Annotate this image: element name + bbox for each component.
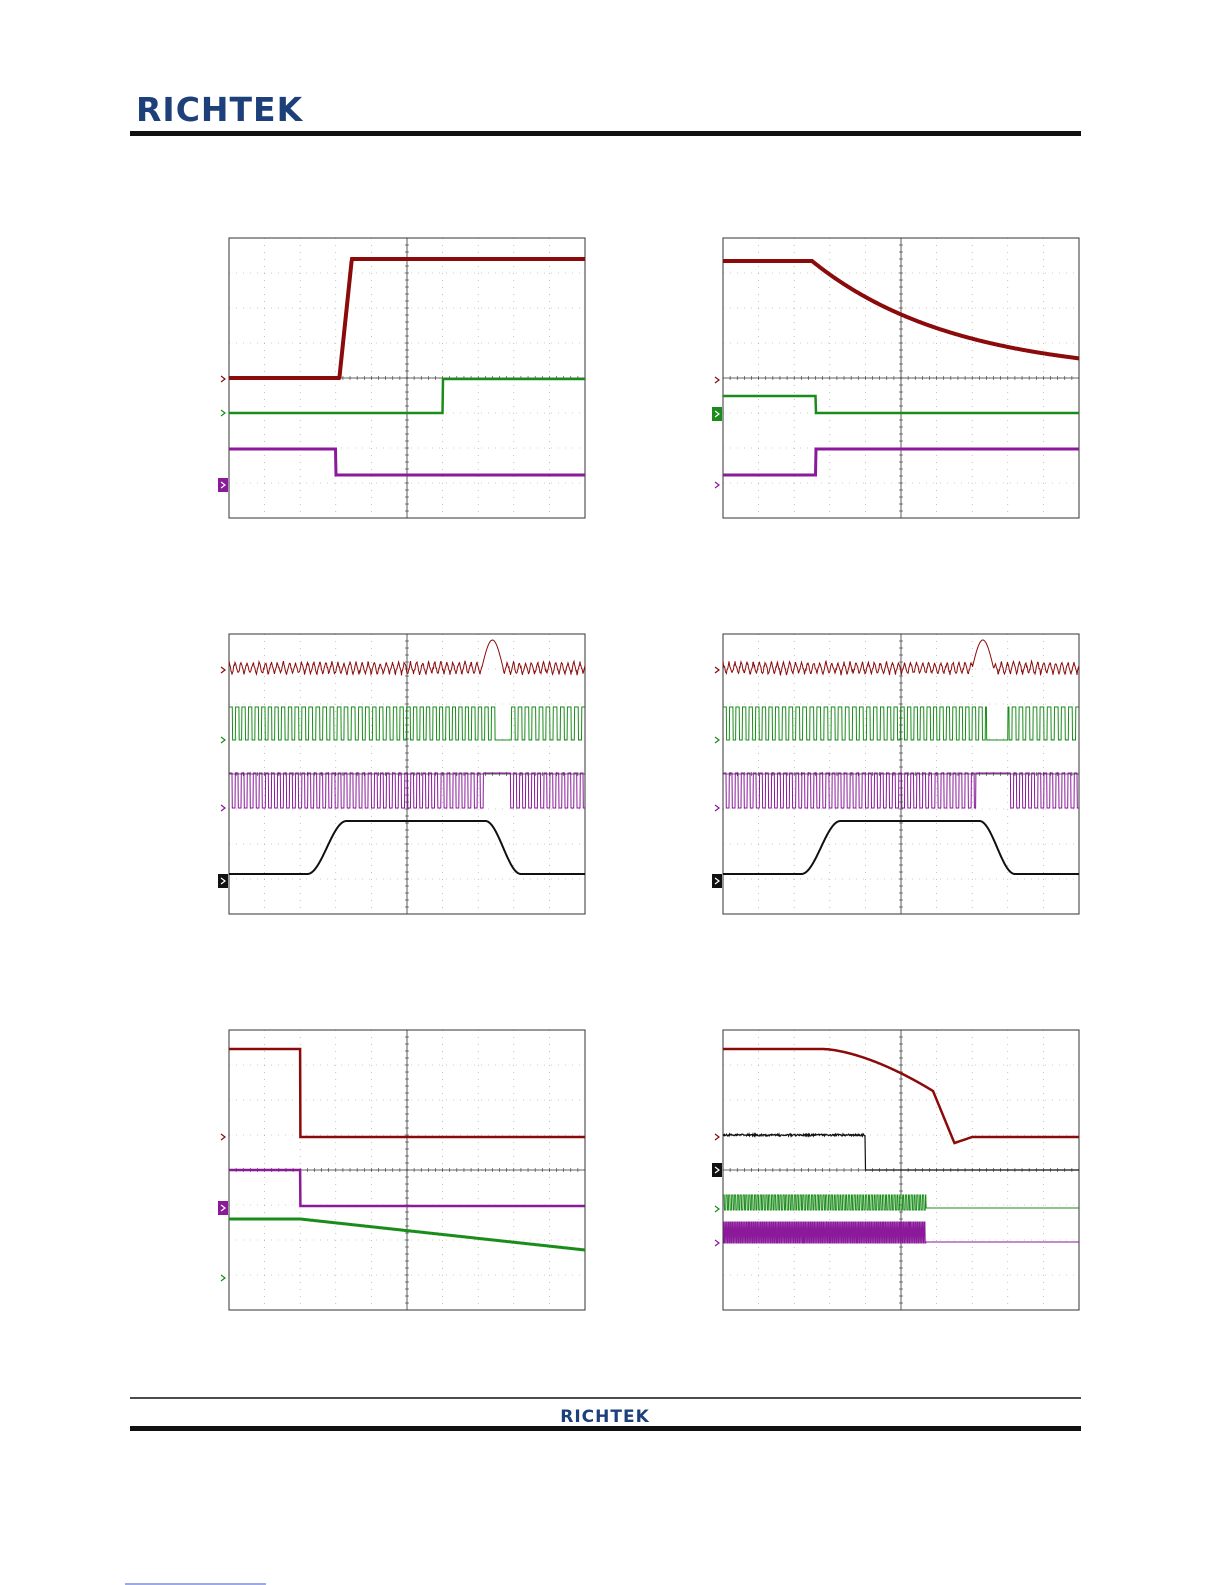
trace-green xyxy=(723,1195,1079,1210)
page: {"header": {"logo": "RICHTEK"}, "footer"… xyxy=(0,0,1225,1585)
trace-purple xyxy=(723,1222,1079,1243)
channel-marker xyxy=(715,1134,719,1140)
channel-marker xyxy=(221,1275,225,1281)
footer-rule xyxy=(130,1426,1081,1431)
channel-marker xyxy=(712,874,722,888)
channel-marker xyxy=(221,805,225,811)
channel-marker xyxy=(221,737,225,743)
channel-marker xyxy=(218,874,228,888)
channel-marker xyxy=(712,407,722,421)
channel-marker xyxy=(715,377,719,383)
footer-logo: RICHTEK xyxy=(560,1407,650,1427)
channel-marker xyxy=(715,1240,719,1246)
channel-marker xyxy=(712,1163,722,1177)
channel-marker xyxy=(715,1206,719,1212)
header-logo: RICHTEK xyxy=(136,90,304,129)
channel-marker xyxy=(715,805,719,811)
channel-marker xyxy=(221,1134,225,1140)
channel-marker xyxy=(218,1201,228,1215)
channel-marker xyxy=(715,667,719,673)
channel-marker xyxy=(221,667,225,673)
channel-marker xyxy=(221,410,225,416)
channel-marker xyxy=(715,737,719,743)
channel-marker xyxy=(218,478,228,492)
page-canvas: RICHTEK RICHTEK xyxy=(0,0,1225,1585)
channel-marker xyxy=(221,376,225,382)
header-rule xyxy=(130,131,1081,136)
channel-marker xyxy=(715,482,719,488)
